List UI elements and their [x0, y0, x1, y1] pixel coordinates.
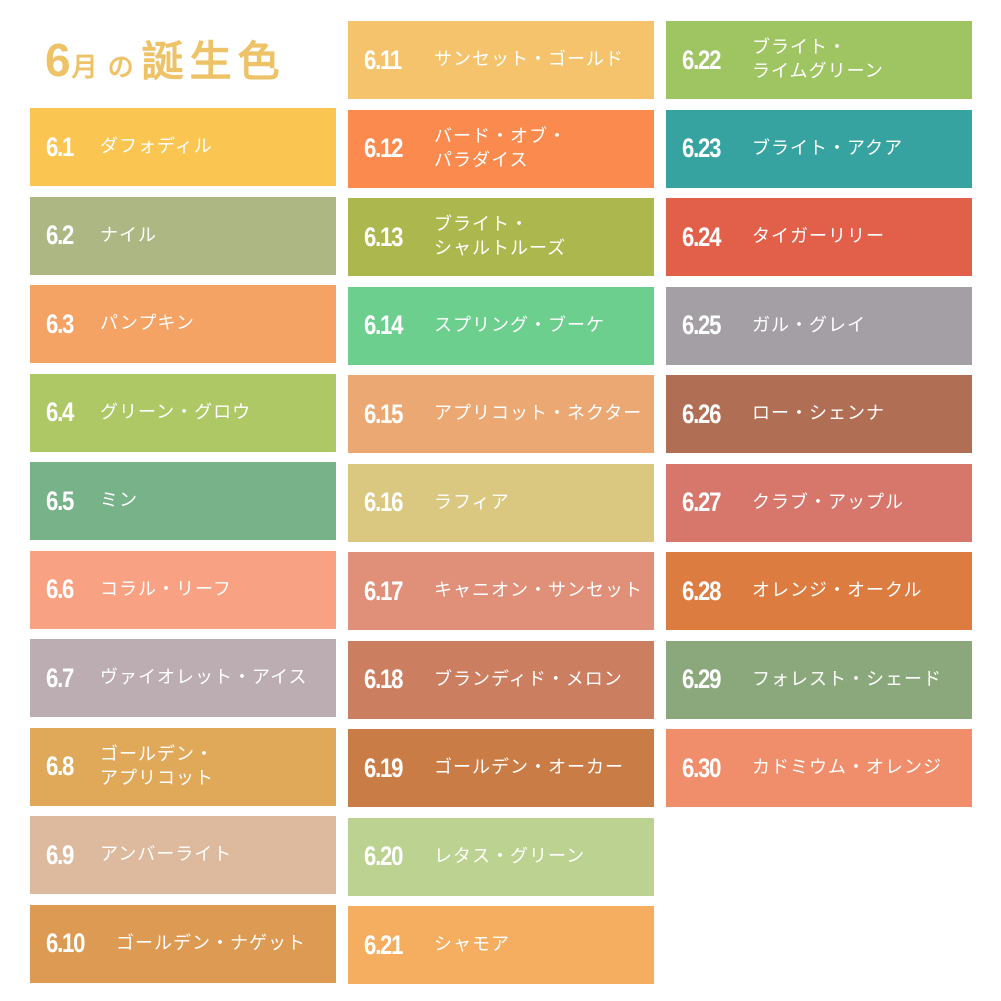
color-card: 6.2 ナイル [30, 196, 336, 275]
color-date-code: 6.11 [364, 44, 402, 75]
color-date-code: 6.25 [682, 310, 721, 340]
color-name: アンバーライト [100, 844, 233, 865]
color-date-code: 6.27 [682, 487, 721, 517]
color-date-code: 6.22 [682, 44, 721, 75]
color-name: ゴールデン・オーカー [434, 757, 624, 778]
color-date-code: 6.17 [364, 575, 403, 606]
color-date-code: 6.18 [364, 664, 403, 694]
color-card: 6.7 ヴァイオレット・アイス [30, 639, 336, 717]
color-date-code: 6.9 [46, 839, 74, 870]
color-card: 6.5 ミン [30, 462, 336, 540]
color-name: ブライト・ シャルトルーズ [434, 214, 567, 259]
color-name: ゴールデン・ アプリコット [100, 743, 214, 789]
color-name: フォレスト・シェード [752, 668, 942, 690]
color-date-code: 6.8 [46, 751, 74, 781]
color-date-code: 6.20 [364, 841, 403, 871]
color-date-code: 6.30 [682, 752, 721, 783]
color-date-code: 6.29 [682, 664, 721, 694]
color-card: 6.6 コラル・リーフ [30, 550, 336, 629]
color-card: 6.29 フォレスト・シェード [666, 640, 972, 719]
color-name: シャモア [434, 934, 510, 955]
color-card: 6.28 オレンジ・オークル [666, 552, 972, 630]
color-card: 6.19 ゴールデン・オーカー [348, 729, 654, 807]
page-title: 6 月 の 誕生色 [45, 28, 286, 98]
color-card: 6.27 クラブ・アップル [666, 463, 972, 542]
color-card: 6.4 グリーン・グロウ [30, 373, 336, 452]
color-card: 6.25 ガル・グレイ [666, 286, 972, 365]
color-card: 6.1 ダフォディル [30, 108, 336, 186]
color-name: キャニオン・サンセット [434, 580, 643, 601]
color-name: ヴァイオレット・アイス [100, 667, 308, 688]
color-date-code: 6.24 [682, 221, 721, 252]
color-name: ロー・シェンナ [752, 403, 885, 424]
color-date-code: 6.10 [46, 928, 85, 958]
color-card: 6.13 ブライト・ シャルトルーズ [348, 198, 654, 276]
color-name: パンプキン [100, 313, 195, 334]
color-date-code: 6.15 [364, 398, 403, 429]
color-date-code: 6.3 [46, 308, 74, 339]
color-name: カドミウム・オレンジ [752, 757, 942, 778]
color-date-code: 6.1 [46, 131, 74, 162]
color-name: クラブ・アップル [752, 491, 904, 513]
title-month-number: 6 [45, 34, 71, 86]
color-date-code: 6.2 [46, 220, 74, 250]
color-card: 6.3 パンプキン [30, 285, 336, 363]
color-card: 6.20 レタス・グリーン [348, 817, 654, 896]
color-date-code: 6.14 [364, 310, 403, 340]
color-name: ブライト・ ライムグリーン [752, 37, 884, 82]
color-card: 6.12 バード・オブ・ パラダイス [348, 109, 654, 188]
color-date-code: 6.12 [364, 133, 403, 163]
color-name: ブライト・アクア [752, 137, 904, 159]
color-date-code: 6.13 [364, 221, 403, 252]
color-card: 6.14 スプリング・ブーケ [348, 286, 654, 365]
color-date-code: 6.5 [46, 485, 74, 516]
color-date-code: 6.16 [364, 487, 403, 517]
color-date-code: 6.7 [46, 662, 74, 693]
color-date-code: 6.19 [364, 752, 403, 783]
color-name: サンセット・ゴールド [434, 49, 624, 70]
color-name: グリーン・グロウ [100, 401, 252, 423]
color-card: 6.22 ブライト・ ライムグリーン [666, 21, 972, 99]
color-name: ゴールデン・ナゲット [116, 932, 306, 954]
color-card: 6.10 ゴールデン・ナゲット [30, 904, 336, 983]
color-name: アプリコット・ネクター [434, 403, 643, 424]
color-card: 6.15 アプリコット・ネクター [348, 375, 654, 453]
color-date-code: 6.21 [364, 929, 403, 960]
color-card: 6.18 ブランディド・メロン [348, 640, 654, 719]
color-card: 6.11 サンセット・ゴールド [348, 21, 654, 99]
color-name: オレンジ・オークル [752, 580, 923, 601]
color-name: レタス・グリーン [434, 845, 586, 867]
color-name: スプリング・ブーケ [434, 314, 605, 336]
color-card: 6.17 キャニオン・サンセット [348, 552, 654, 630]
color-card: 6.16 ラフィア [348, 463, 654, 542]
color-name: ダフォディル [100, 136, 213, 157]
color-name: ラフィア [434, 491, 510, 513]
color-card: 6.24 タイガーリリー [666, 198, 972, 276]
color-date-code: 6.23 [682, 133, 721, 163]
color-name: ナイル [100, 224, 157, 246]
color-date-code: 6.28 [682, 575, 721, 606]
color-date-code: 6.4 [46, 397, 74, 427]
title-particle: の [107, 53, 134, 83]
color-name: ガル・グレイ [752, 314, 866, 336]
color-card: 6.30 カドミウム・オレンジ [666, 729, 972, 807]
color-card: 6.9 アンバーライト [30, 816, 336, 894]
color-name: コラル・リーフ [100, 578, 232, 600]
color-date-code: 6.6 [46, 574, 74, 604]
color-name: ミン [100, 490, 138, 511]
color-name: ブランディド・メロン [434, 668, 623, 690]
color-name: バード・オブ・ パラダイス [434, 125, 567, 171]
title-month-kanji: 月 [71, 53, 98, 83]
color-date-code: 6.26 [682, 398, 721, 429]
color-card: 6.21 シャモア [348, 906, 654, 984]
color-card: 6.26 ロー・シェンナ [666, 375, 972, 453]
color-card: 6.8 ゴールデン・ アプリコット [30, 727, 336, 806]
color-name: タイガーリリー [752, 226, 885, 247]
title-label: 誕生色 [141, 37, 286, 86]
color-card: 6.23 ブライト・アクア [666, 109, 972, 188]
